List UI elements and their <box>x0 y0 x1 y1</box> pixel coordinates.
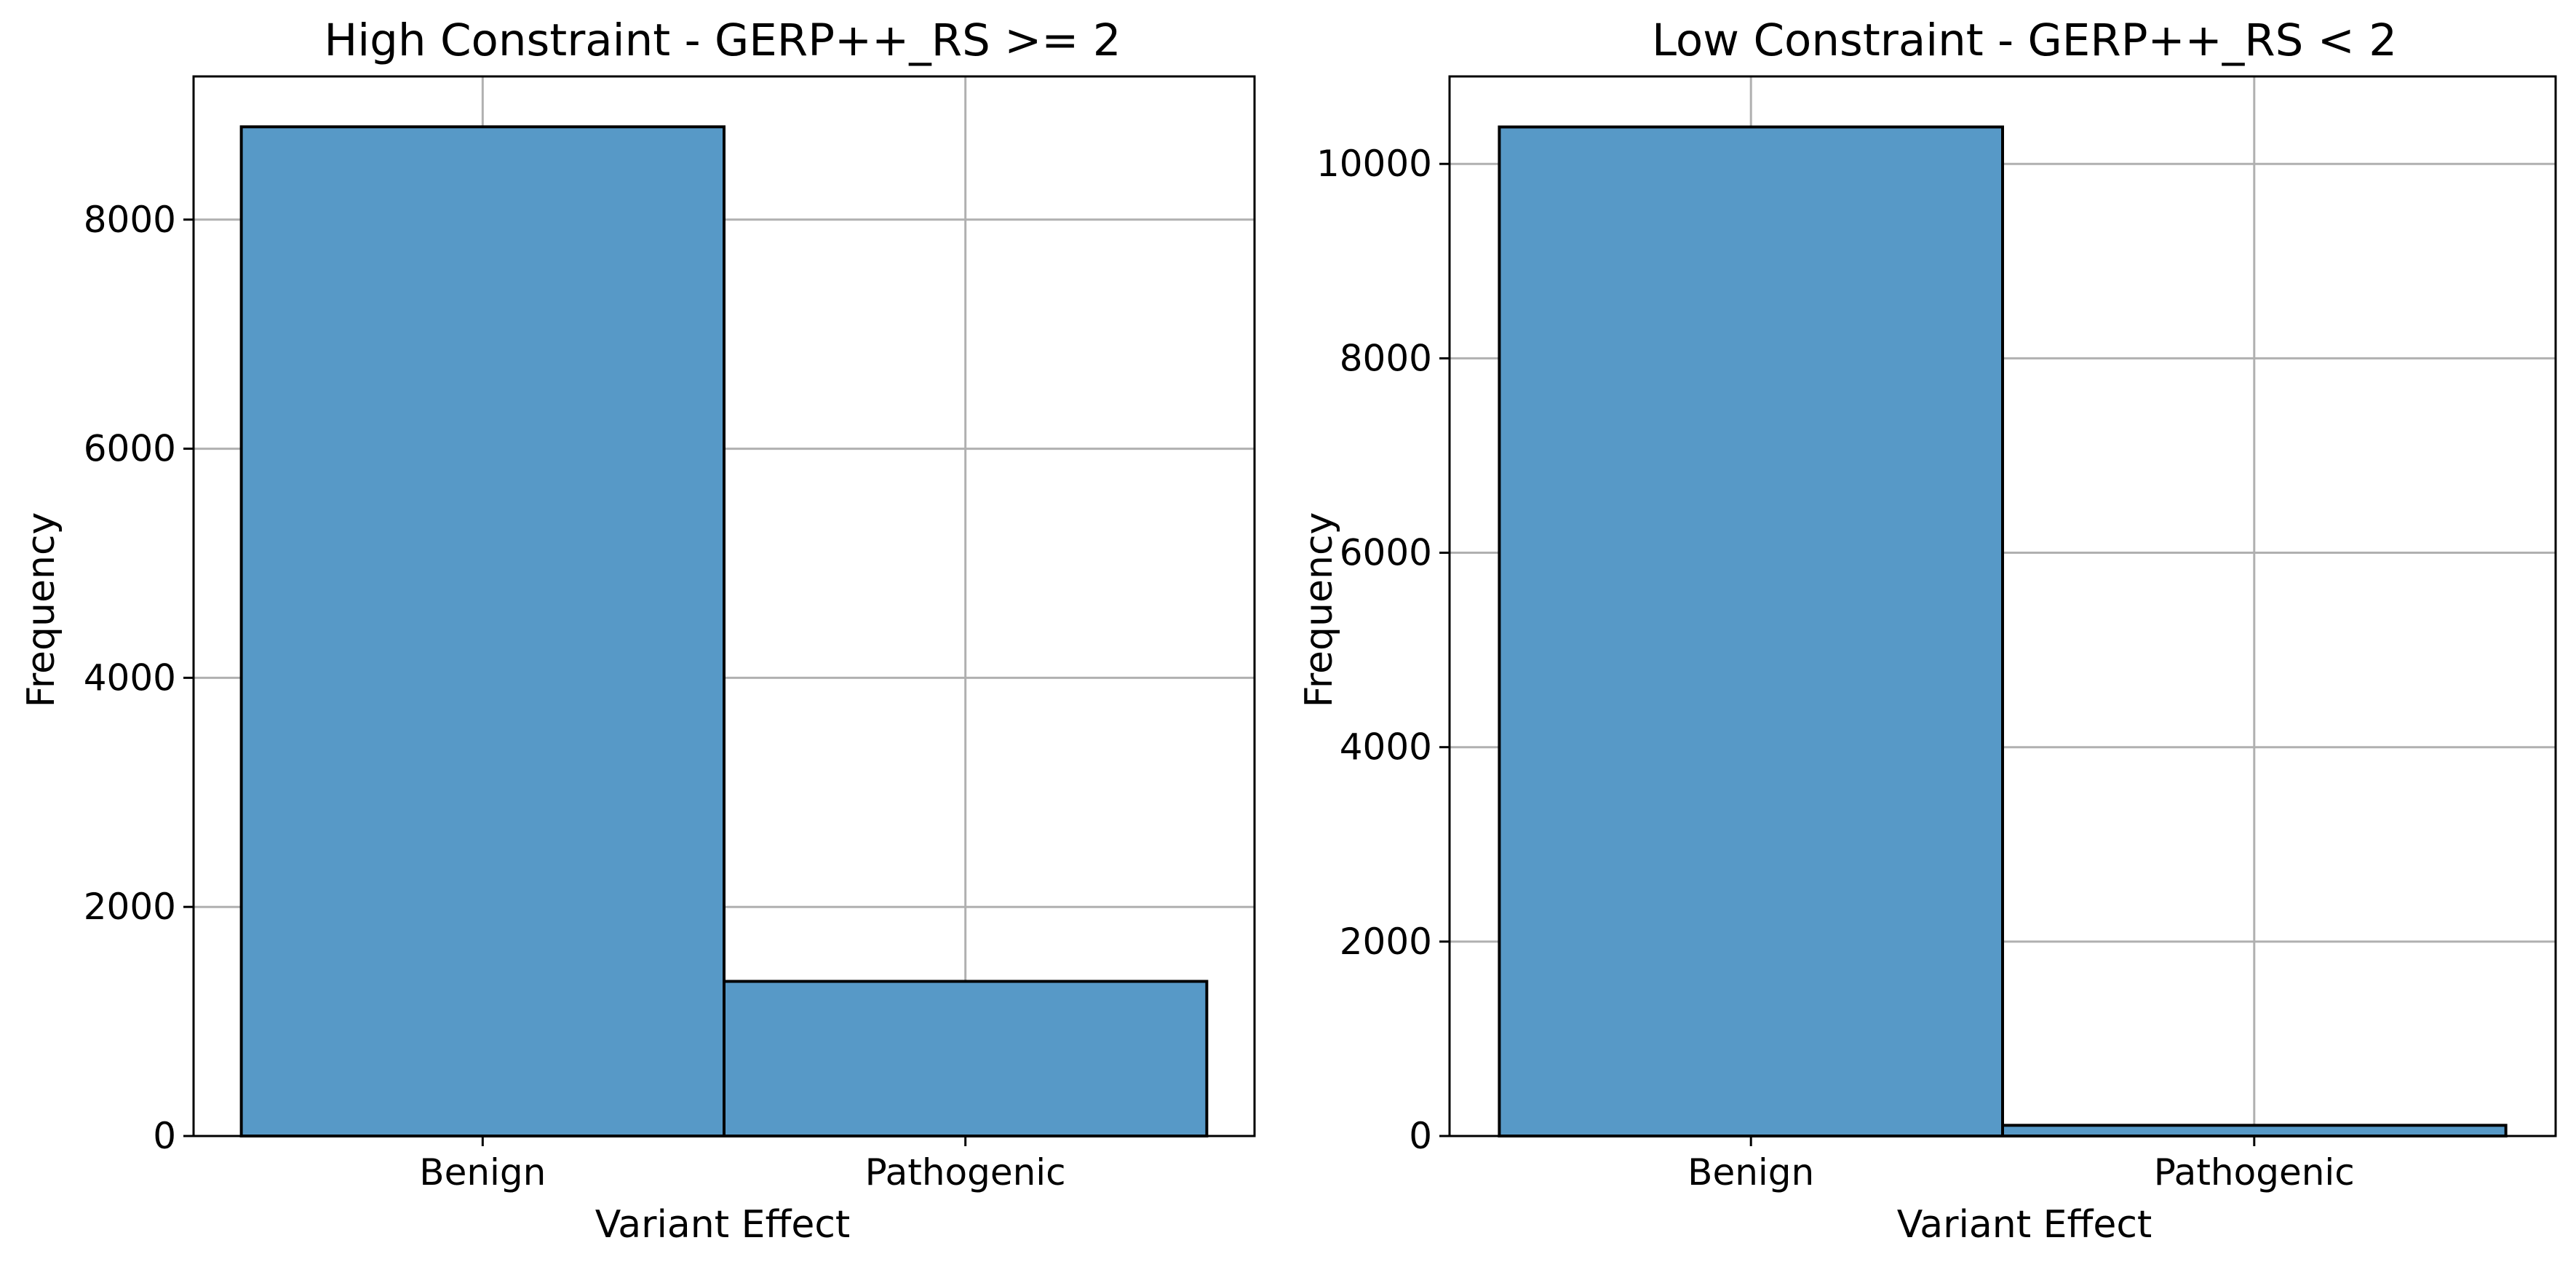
x-axis-ticks: Benign Pathogenic <box>419 1136 1066 1193</box>
x-tick-label: Benign <box>419 1151 546 1193</box>
x-axis-ticks: Benign Pathogenic <box>1687 1136 2355 1193</box>
y-tick-label: 8000 <box>1340 337 1432 379</box>
chart-title: High Constraint - GERP++_RS >= 2 <box>324 15 1121 66</box>
bars <box>1498 125 2508 1137</box>
y-tick-label: 6000 <box>1340 532 1432 574</box>
y-axis-label: Frequency <box>20 512 63 708</box>
bar-pathogenic <box>723 980 1209 1137</box>
y-tick-label: 10000 <box>1316 143 1432 185</box>
low-constraint-chart: Low Constraint - GERP++_RS < 2 Variant E… <box>1297 15 2557 1247</box>
x-tick-label: Benign <box>1687 1151 1814 1193</box>
y-tick-label: 2000 <box>1340 921 1432 963</box>
y-tick-label: 4000 <box>1340 726 1432 768</box>
chart-title: Low Constraint - GERP++_RS < 2 <box>1652 15 2397 66</box>
x-axis-label: Variant Effect <box>1897 1203 2152 1247</box>
x-tick-label: Pathogenic <box>2154 1151 2355 1193</box>
y-tick-label: 2000 <box>84 886 176 928</box>
high-constraint-chart: High Constraint - GERP++_RS >= 2 Variant… <box>20 15 1256 1247</box>
y-tick-label: 8000 <box>84 199 176 241</box>
x-tick-label: Pathogenic <box>865 1151 1066 1193</box>
bars <box>239 125 1209 1137</box>
y-axis-label: Frequency <box>1297 512 1341 708</box>
y-tick-label: 0 <box>1409 1115 1432 1157</box>
y-tick-label: 0 <box>153 1115 176 1157</box>
plot-frame <box>192 75 1256 1137</box>
y-axis-ticks: 0 2000 4000 6000 8000 10000 <box>1316 143 1450 1157</box>
plot-frame <box>1448 75 2557 1137</box>
y-axis-ticks: 0 2000 4000 6000 8000 <box>84 199 194 1157</box>
y-tick-label: 6000 <box>84 428 176 470</box>
y-tick-label: 4000 <box>84 656 176 699</box>
bar-benign <box>239 125 726 1137</box>
bar-benign <box>1498 125 2004 1137</box>
x-axis-label: Variant Effect <box>595 1203 851 1247</box>
bar-pathogenic <box>2001 1124 2508 1137</box>
